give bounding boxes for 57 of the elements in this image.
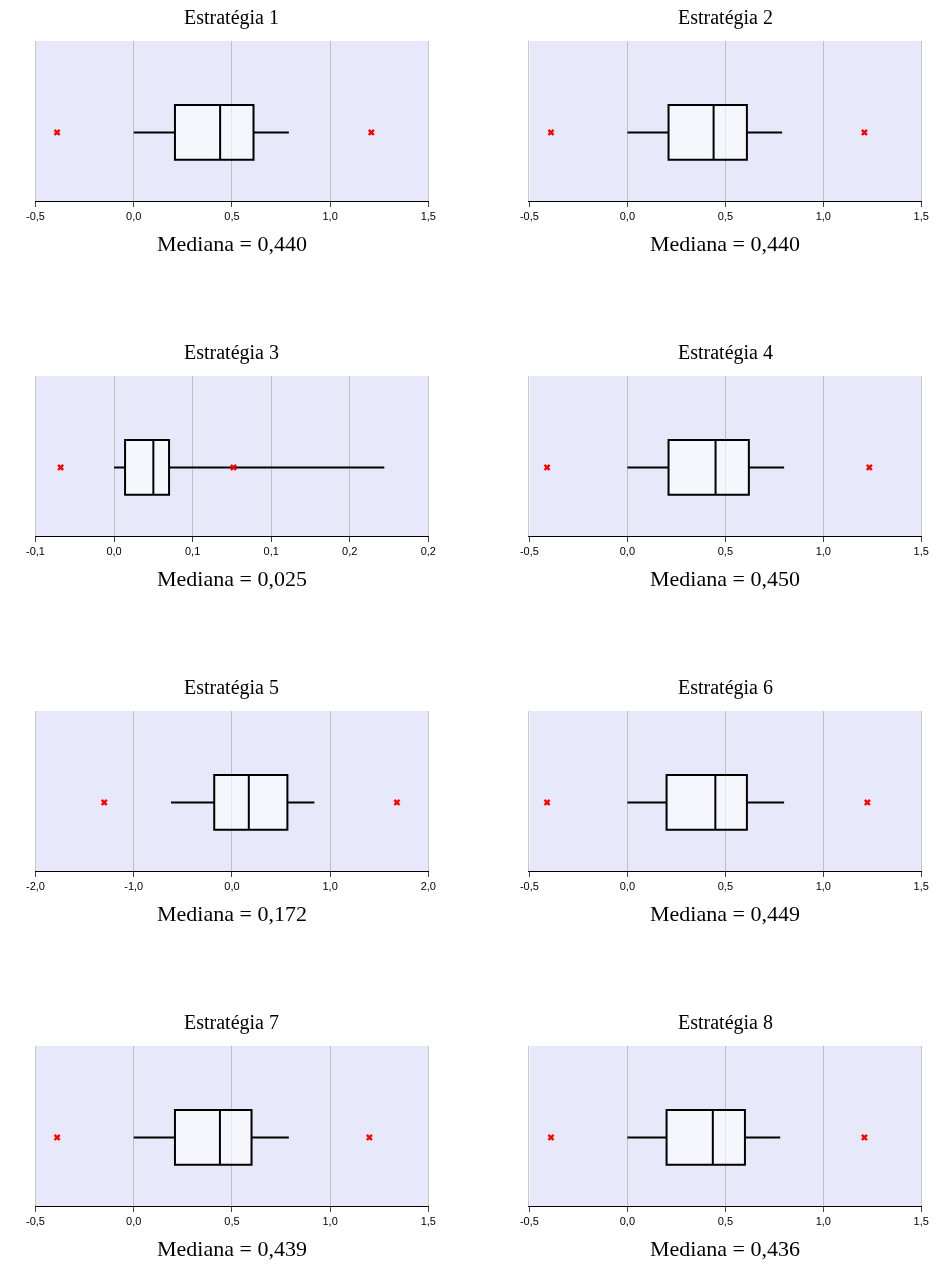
chart-title: Estratégia 2: [678, 6, 773, 29]
x-tick-label: 0,0: [619, 1215, 636, 1228]
x-tick-label: -0,5: [519, 880, 539, 893]
x-axis-title: Mediana = 0,439: [157, 1236, 307, 1261]
x-tick-label: -0,5: [519, 210, 539, 223]
x-tick-label: 1,0: [815, 880, 831, 893]
x-tick-label: 1,0: [322, 210, 338, 223]
x-axis-title: Mediana = 0,440: [650, 231, 800, 256]
x-tick-label: 0,0: [619, 880, 636, 893]
x-axis-title: Mediana = 0,449: [650, 901, 800, 926]
x-tick-label: 0,5: [717, 210, 733, 223]
chart-title: Estratégia 7: [184, 1011, 279, 1034]
chart-title: Estratégia 8: [678, 1011, 773, 1034]
x-tick-label: 0,0: [619, 545, 636, 558]
x-tick-label: 0,5: [224, 210, 240, 223]
x-tick-label: 0,0: [619, 210, 636, 223]
chart-title: Estratégia 6: [678, 676, 773, 699]
x-tick-label: 1,5: [420, 210, 436, 223]
x-tick-label: 0,1: [184, 545, 201, 558]
x-tick-label: -1,0: [124, 880, 144, 893]
x-axis-title: Mediana = 0,450: [650, 566, 800, 591]
x-tick-label: 0,0: [126, 1215, 142, 1228]
x-tick-label: -0,5: [519, 545, 539, 558]
x-axis-title: Mediana = 0,172: [157, 901, 307, 926]
chart-title: Estratégia 1: [184, 6, 279, 29]
x-tick-label: 0,1: [263, 545, 279, 558]
chart-title: Estratégia 4: [678, 341, 773, 364]
x-tick-label: 0,0: [106, 545, 122, 558]
x-tick-label: 0,0: [126, 210, 142, 223]
x-tick-label: 2,0: [420, 880, 436, 893]
x-tick-label: 0,2: [342, 545, 358, 558]
x-tick-label: 1,0: [322, 1215, 338, 1228]
x-tick-label: 1,5: [913, 545, 929, 558]
x-tick-label: 0,2: [420, 545, 436, 558]
x-tick-label: 1,0: [322, 880, 338, 893]
x-axis-title: Mediana = 0,440: [157, 231, 307, 256]
x-axis-title: Mediana = 0,025: [157, 566, 307, 591]
x-tick-label: -2,0: [26, 880, 45, 893]
chart-title: Estratégia 3: [184, 341, 279, 364]
x-tick-label: 1,5: [913, 1215, 929, 1228]
x-tick-label: 1,0: [815, 545, 831, 558]
x-tick-label: 1,0: [815, 210, 831, 223]
x-tick-label: 0,5: [717, 545, 733, 558]
chart-title: Estratégia 5: [184, 676, 279, 699]
x-tick-label: 1,0: [815, 1215, 831, 1228]
x-axis-title: Mediana = 0,436: [650, 1236, 800, 1261]
x-tick-label: 0,5: [717, 1215, 733, 1228]
x-tick-label: 0,5: [717, 880, 733, 893]
x-tick-label: 0,0: [224, 880, 240, 893]
x-tick-label: -0,5: [26, 210, 45, 223]
x-tick-label: -0,5: [26, 1215, 45, 1228]
x-tick-label: -0,1: [26, 545, 45, 558]
x-tick-label: 0,5: [224, 1215, 240, 1228]
x-tick-label: 1,5: [420, 1215, 436, 1228]
x-tick-label: -0,5: [519, 1215, 539, 1228]
x-tick-label: 1,5: [913, 880, 929, 893]
x-tick-label: 1,5: [913, 210, 929, 223]
